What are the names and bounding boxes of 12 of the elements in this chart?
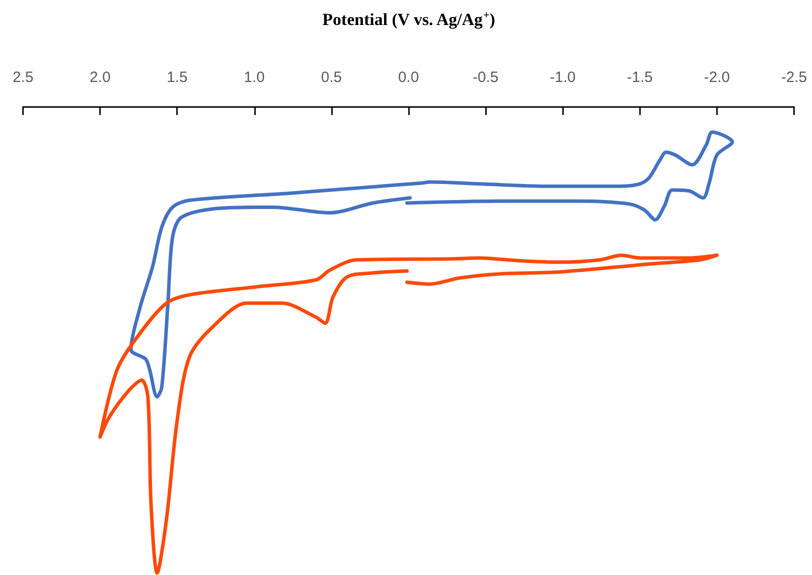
x-tick-label: 2.0 [90, 69, 111, 86]
x-tick-label: 0.5 [320, 69, 342, 86]
x-tick-label: 0.0 [398, 69, 419, 86]
x-tick-label: 1.0 [244, 69, 265, 86]
x-tick-label: 2.5 [12, 69, 34, 86]
x-tick-label: -1.5 [626, 69, 653, 86]
x-axis-title: Potential (V vs. Ag/Ag+) [322, 10, 496, 29]
x-tick-label: -0.5 [472, 69, 499, 86]
x-tick-label: -2.5 [781, 69, 807, 86]
x-tick-label: 1.5 [166, 69, 188, 86]
x-tick-label: -2.0 [704, 69, 730, 86]
x-tick-label: -1.0 [550, 69, 576, 86]
